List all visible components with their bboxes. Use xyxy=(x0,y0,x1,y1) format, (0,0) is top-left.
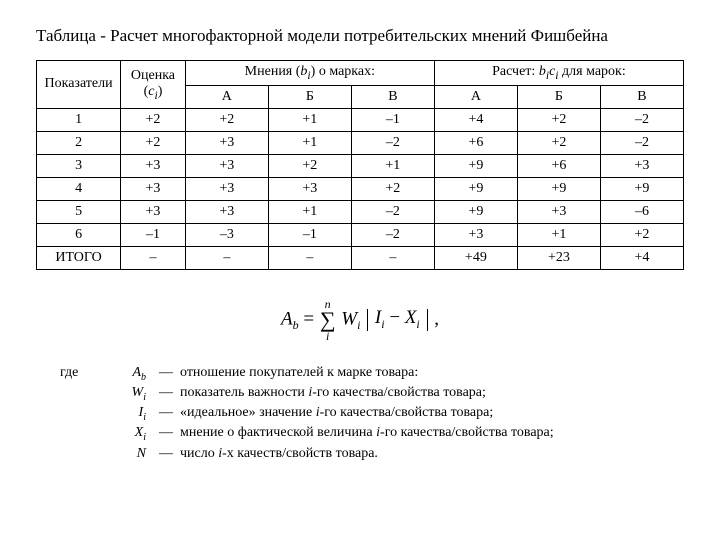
cell: +3 xyxy=(185,177,268,200)
cell: +4 xyxy=(434,108,517,131)
table-row: 2+2+3+1–2+6+2–2 xyxy=(37,131,684,154)
legend-dash: — xyxy=(152,404,180,423)
cell: –1 xyxy=(268,223,351,246)
cell: +9 xyxy=(434,154,517,177)
cell: –1 xyxy=(351,108,434,131)
table-row: 3+3+3+2+1+9+6+3 xyxy=(37,154,684,177)
cell: +1 xyxy=(268,131,351,154)
th-opinions: Мнения (bi) о марках: xyxy=(185,61,434,86)
cell: +4 xyxy=(600,246,683,269)
th-rc-v: В xyxy=(600,85,683,108)
cell: +49 xyxy=(434,246,517,269)
legend-symbol: Ab xyxy=(112,364,152,384)
cell: +2 xyxy=(185,108,268,131)
cell: +2 xyxy=(600,223,683,246)
th-rc-a: А xyxy=(434,85,517,108)
cell: –2 xyxy=(351,200,434,223)
legend-symbol: Wi xyxy=(112,384,152,404)
legend-row: N—число i-х качеств/свойств товара. xyxy=(60,445,684,464)
cell: +1 xyxy=(268,108,351,131)
th-rc-b: Б xyxy=(517,85,600,108)
cell: +2 xyxy=(121,131,186,154)
cell: +6 xyxy=(434,131,517,154)
cell: –6 xyxy=(600,200,683,223)
cell: +2 xyxy=(517,108,600,131)
cell: 5 xyxy=(37,200,121,223)
cell: +3 xyxy=(434,223,517,246)
th-indicator: Показатели xyxy=(37,61,121,109)
legend-dash: — xyxy=(152,445,180,464)
cell: +3 xyxy=(185,131,268,154)
legend-dash: — xyxy=(152,424,180,443)
page-title: Таблица - Расчет многофакторной модели п… xyxy=(36,26,684,46)
cell: 4 xyxy=(37,177,121,200)
cell: ИТОГО xyxy=(37,246,121,269)
cell: +3 xyxy=(268,177,351,200)
cell: –2 xyxy=(351,131,434,154)
legend-row: Xi—мнение о фактической величина i-го ка… xyxy=(60,424,684,444)
legend-text: число i-х качеств/свойств товара. xyxy=(180,445,684,464)
legend-row: Ii—«идеальное» значение i-го качества/св… xyxy=(60,404,684,424)
table-row: 5+3+3+1–2+9+3–6 xyxy=(37,200,684,223)
cell: 2 xyxy=(37,131,121,154)
cell: –2 xyxy=(600,131,683,154)
cell: –3 xyxy=(185,223,268,246)
cell: +1 xyxy=(351,154,434,177)
cell: – xyxy=(121,246,186,269)
legend-dash: — xyxy=(152,384,180,403)
cell: +9 xyxy=(434,200,517,223)
th-score: Оценка (ci) xyxy=(121,61,186,109)
legend-text: «идеальное» значение i-го качества/свойс… xyxy=(180,404,684,423)
th-op-b: Б xyxy=(268,85,351,108)
cell: +3 xyxy=(121,177,186,200)
legend-where: где xyxy=(60,364,112,383)
th-op-a: А xyxy=(185,85,268,108)
cell: +3 xyxy=(600,154,683,177)
legend-text: мнение о фактической величина i-го качес… xyxy=(180,424,684,443)
legend-row: Wi—показатель важности i-го качества/сво… xyxy=(60,384,684,404)
cell: +9 xyxy=(600,177,683,200)
cell: – xyxy=(351,246,434,269)
formula: Ab = n ∑ i Wi Ii − Xi , xyxy=(36,298,684,342)
cell: –2 xyxy=(351,223,434,246)
legend-symbol: N xyxy=(112,445,152,464)
th-op-v: В xyxy=(351,85,434,108)
cell: +2 xyxy=(121,108,186,131)
cell: +3 xyxy=(185,200,268,223)
cell: – xyxy=(268,246,351,269)
legend-dash: — xyxy=(152,364,180,383)
legend-row: гдеAb—отношение покупателей к марке това… xyxy=(60,364,684,384)
cell: +23 xyxy=(517,246,600,269)
legend: гдеAb—отношение покупателей к марке това… xyxy=(36,364,684,464)
cell: +2 xyxy=(351,177,434,200)
cell: +6 xyxy=(517,154,600,177)
legend-symbol: Xi xyxy=(112,424,152,444)
cell: +3 xyxy=(121,154,186,177)
th-calc: Расчет: bici для марок: xyxy=(434,61,683,86)
legend-symbol: Ii xyxy=(112,404,152,424)
cell: – xyxy=(185,246,268,269)
cell: –1 xyxy=(121,223,186,246)
cell: +2 xyxy=(517,131,600,154)
cell: –2 xyxy=(600,108,683,131)
table-row: 1+2+2+1–1+4+2–2 xyxy=(37,108,684,131)
cell: +9 xyxy=(434,177,517,200)
legend-text: отношение покупателей к марке товара: xyxy=(180,364,684,383)
legend-text: показатель важности i-го качества/свойст… xyxy=(180,384,684,403)
table-row: 6–1–3–1–2+3+1+2 xyxy=(37,223,684,246)
table-body: 1+2+2+1–1+4+2–22+2+3+1–2+6+2–23+3+3+2+1+… xyxy=(37,108,684,269)
cell: +2 xyxy=(268,154,351,177)
fishbein-table: Показатели Оценка (ci) Мнения (bi) о мар… xyxy=(36,60,684,270)
cell: +3 xyxy=(121,200,186,223)
cell: +9 xyxy=(517,177,600,200)
table-total-row: ИТОГО––––+49+23+4 xyxy=(37,246,684,269)
cell: +3 xyxy=(185,154,268,177)
table-row: 4+3+3+3+2+9+9+9 xyxy=(37,177,684,200)
cell: +3 xyxy=(517,200,600,223)
cell: +1 xyxy=(268,200,351,223)
cell: 3 xyxy=(37,154,121,177)
cell: +1 xyxy=(517,223,600,246)
cell: 6 xyxy=(37,223,121,246)
cell: 1 xyxy=(37,108,121,131)
